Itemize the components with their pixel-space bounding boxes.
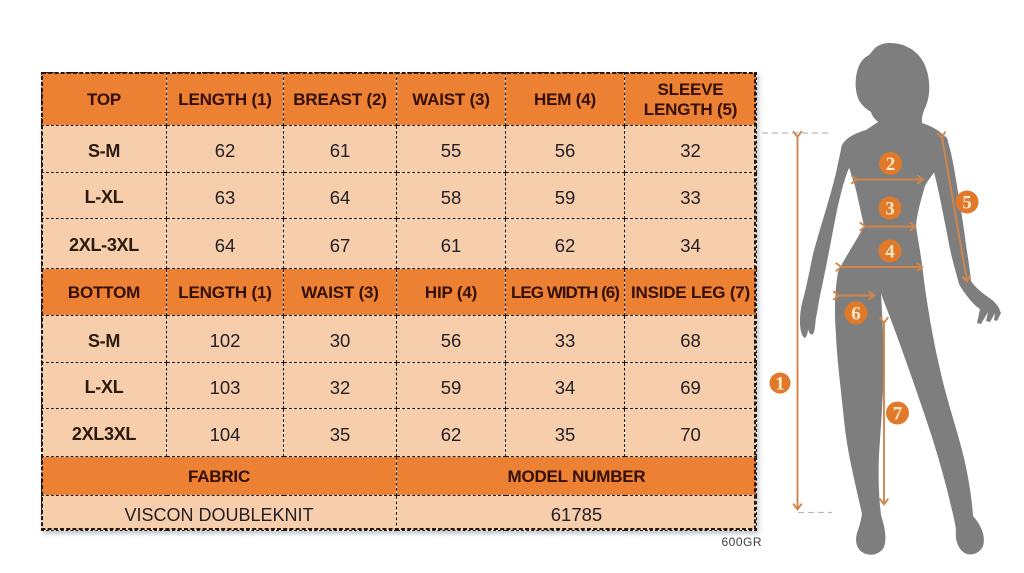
- svg-text:7: 7: [893, 404, 903, 425]
- svg-text:6: 6: [851, 304, 861, 325]
- svg-text:1: 1: [775, 374, 785, 395]
- svg-text:4: 4: [885, 242, 895, 263]
- svg-text:2: 2: [886, 154, 896, 175]
- svg-text:3: 3: [885, 199, 895, 220]
- svg-text:5: 5: [962, 193, 972, 214]
